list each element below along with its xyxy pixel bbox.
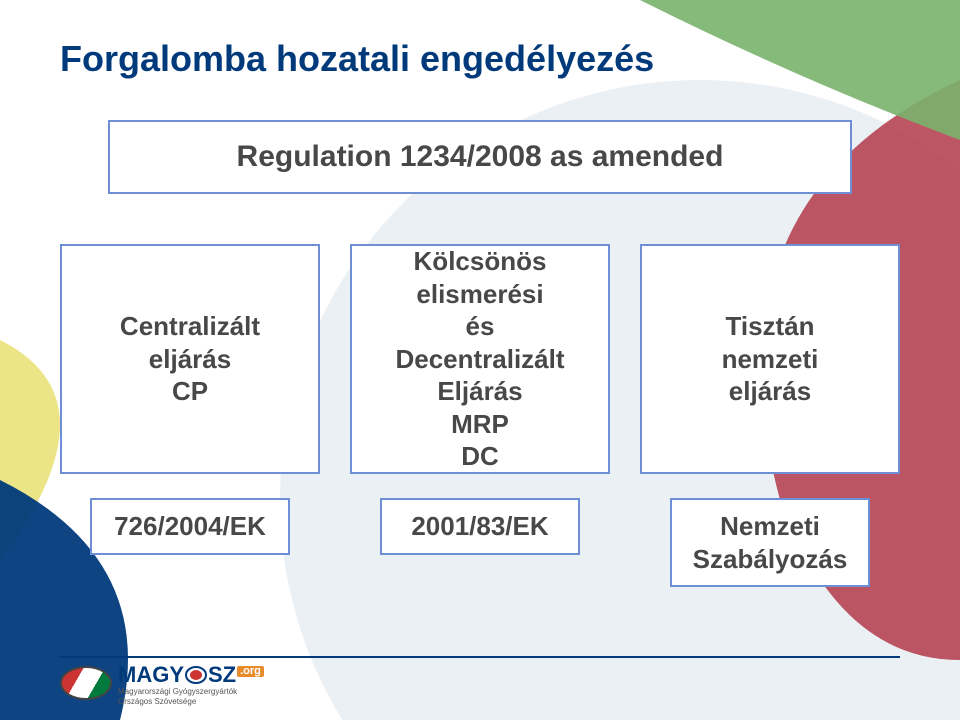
slide-content: Forgalomba hozatali engedélyezés Regulat… xyxy=(0,0,960,587)
national-box: Tisztán nemzeti eljárás xyxy=(640,244,900,474)
box-line: Szabályozás xyxy=(678,543,862,576)
box-line: Kölcsönös elismerési xyxy=(358,245,602,310)
col-national-ref: Nemzeti Szabályozás xyxy=(640,498,900,587)
centralized-ref-box: 726/2004/EK xyxy=(90,498,290,555)
mutual-box: Kölcsönös elismerési és Decentralizált E… xyxy=(350,244,610,474)
footer-logo: MAGY SZ .org Magyarországi Gyógyszergyár… xyxy=(60,664,264,706)
logo-main-part2: SZ xyxy=(208,664,236,686)
logo-oval-icon xyxy=(60,666,112,700)
logo-oval-small-icon xyxy=(185,666,207,684)
logo-org: .org xyxy=(237,666,264,677)
box-line: DC xyxy=(358,440,602,473)
box-line: Tisztán xyxy=(648,310,892,343)
footer: MAGY SZ .org Magyarországi Gyógyszergyár… xyxy=(0,656,960,720)
footer-divider xyxy=(60,656,900,658)
box-line: eljárás xyxy=(648,375,892,408)
col-mutual-ref: 2001/83/EK xyxy=(350,498,610,587)
box-line: Nemzeti xyxy=(678,510,862,543)
col-centralized: Centralizált eljárás CP xyxy=(60,244,320,474)
refs-row: 726/2004/EK 2001/83/EK Nemzeti Szabályoz… xyxy=(60,498,900,587)
box-line: MRP xyxy=(358,408,602,441)
page-title: Forgalomba hozatali engedélyezés xyxy=(60,38,900,80)
col-mutual: Kölcsönös elismerési és Decentralizált E… xyxy=(350,244,610,474)
mutual-ref-box: 2001/83/EK xyxy=(380,498,580,555)
regulation-box: Regulation 1234/2008 as amended xyxy=(108,120,852,194)
logo-text: MAGY SZ .org Magyarországi Gyógyszergyár… xyxy=(118,664,264,706)
national-ref-box: Nemzeti Szabályozás xyxy=(670,498,870,587)
logo-sub2: Országos Szövetsége xyxy=(118,698,264,706)
box-line: Decentralizált xyxy=(358,343,602,376)
centralized-box: Centralizált eljárás CP xyxy=(60,244,320,474)
box-line: nemzeti xyxy=(648,343,892,376)
box-line: CP xyxy=(68,375,312,408)
col-centralized-ref: 726/2004/EK xyxy=(60,498,320,587)
box-line: eljárás xyxy=(68,343,312,376)
logo-main: MAGY SZ .org xyxy=(118,664,264,686)
procedures-row: Centralizált eljárás CP Kölcsönös elisme… xyxy=(60,244,900,474)
col-national: Tisztán nemzeti eljárás xyxy=(640,244,900,474)
box-line: Eljárás xyxy=(358,375,602,408)
box-line: Centralizált xyxy=(68,310,312,343)
logo-sub1: Magyarországi Gyógyszergyártók xyxy=(118,688,264,696)
logo-main-part1: MAGY xyxy=(118,664,184,686)
box-line: és xyxy=(358,310,602,343)
